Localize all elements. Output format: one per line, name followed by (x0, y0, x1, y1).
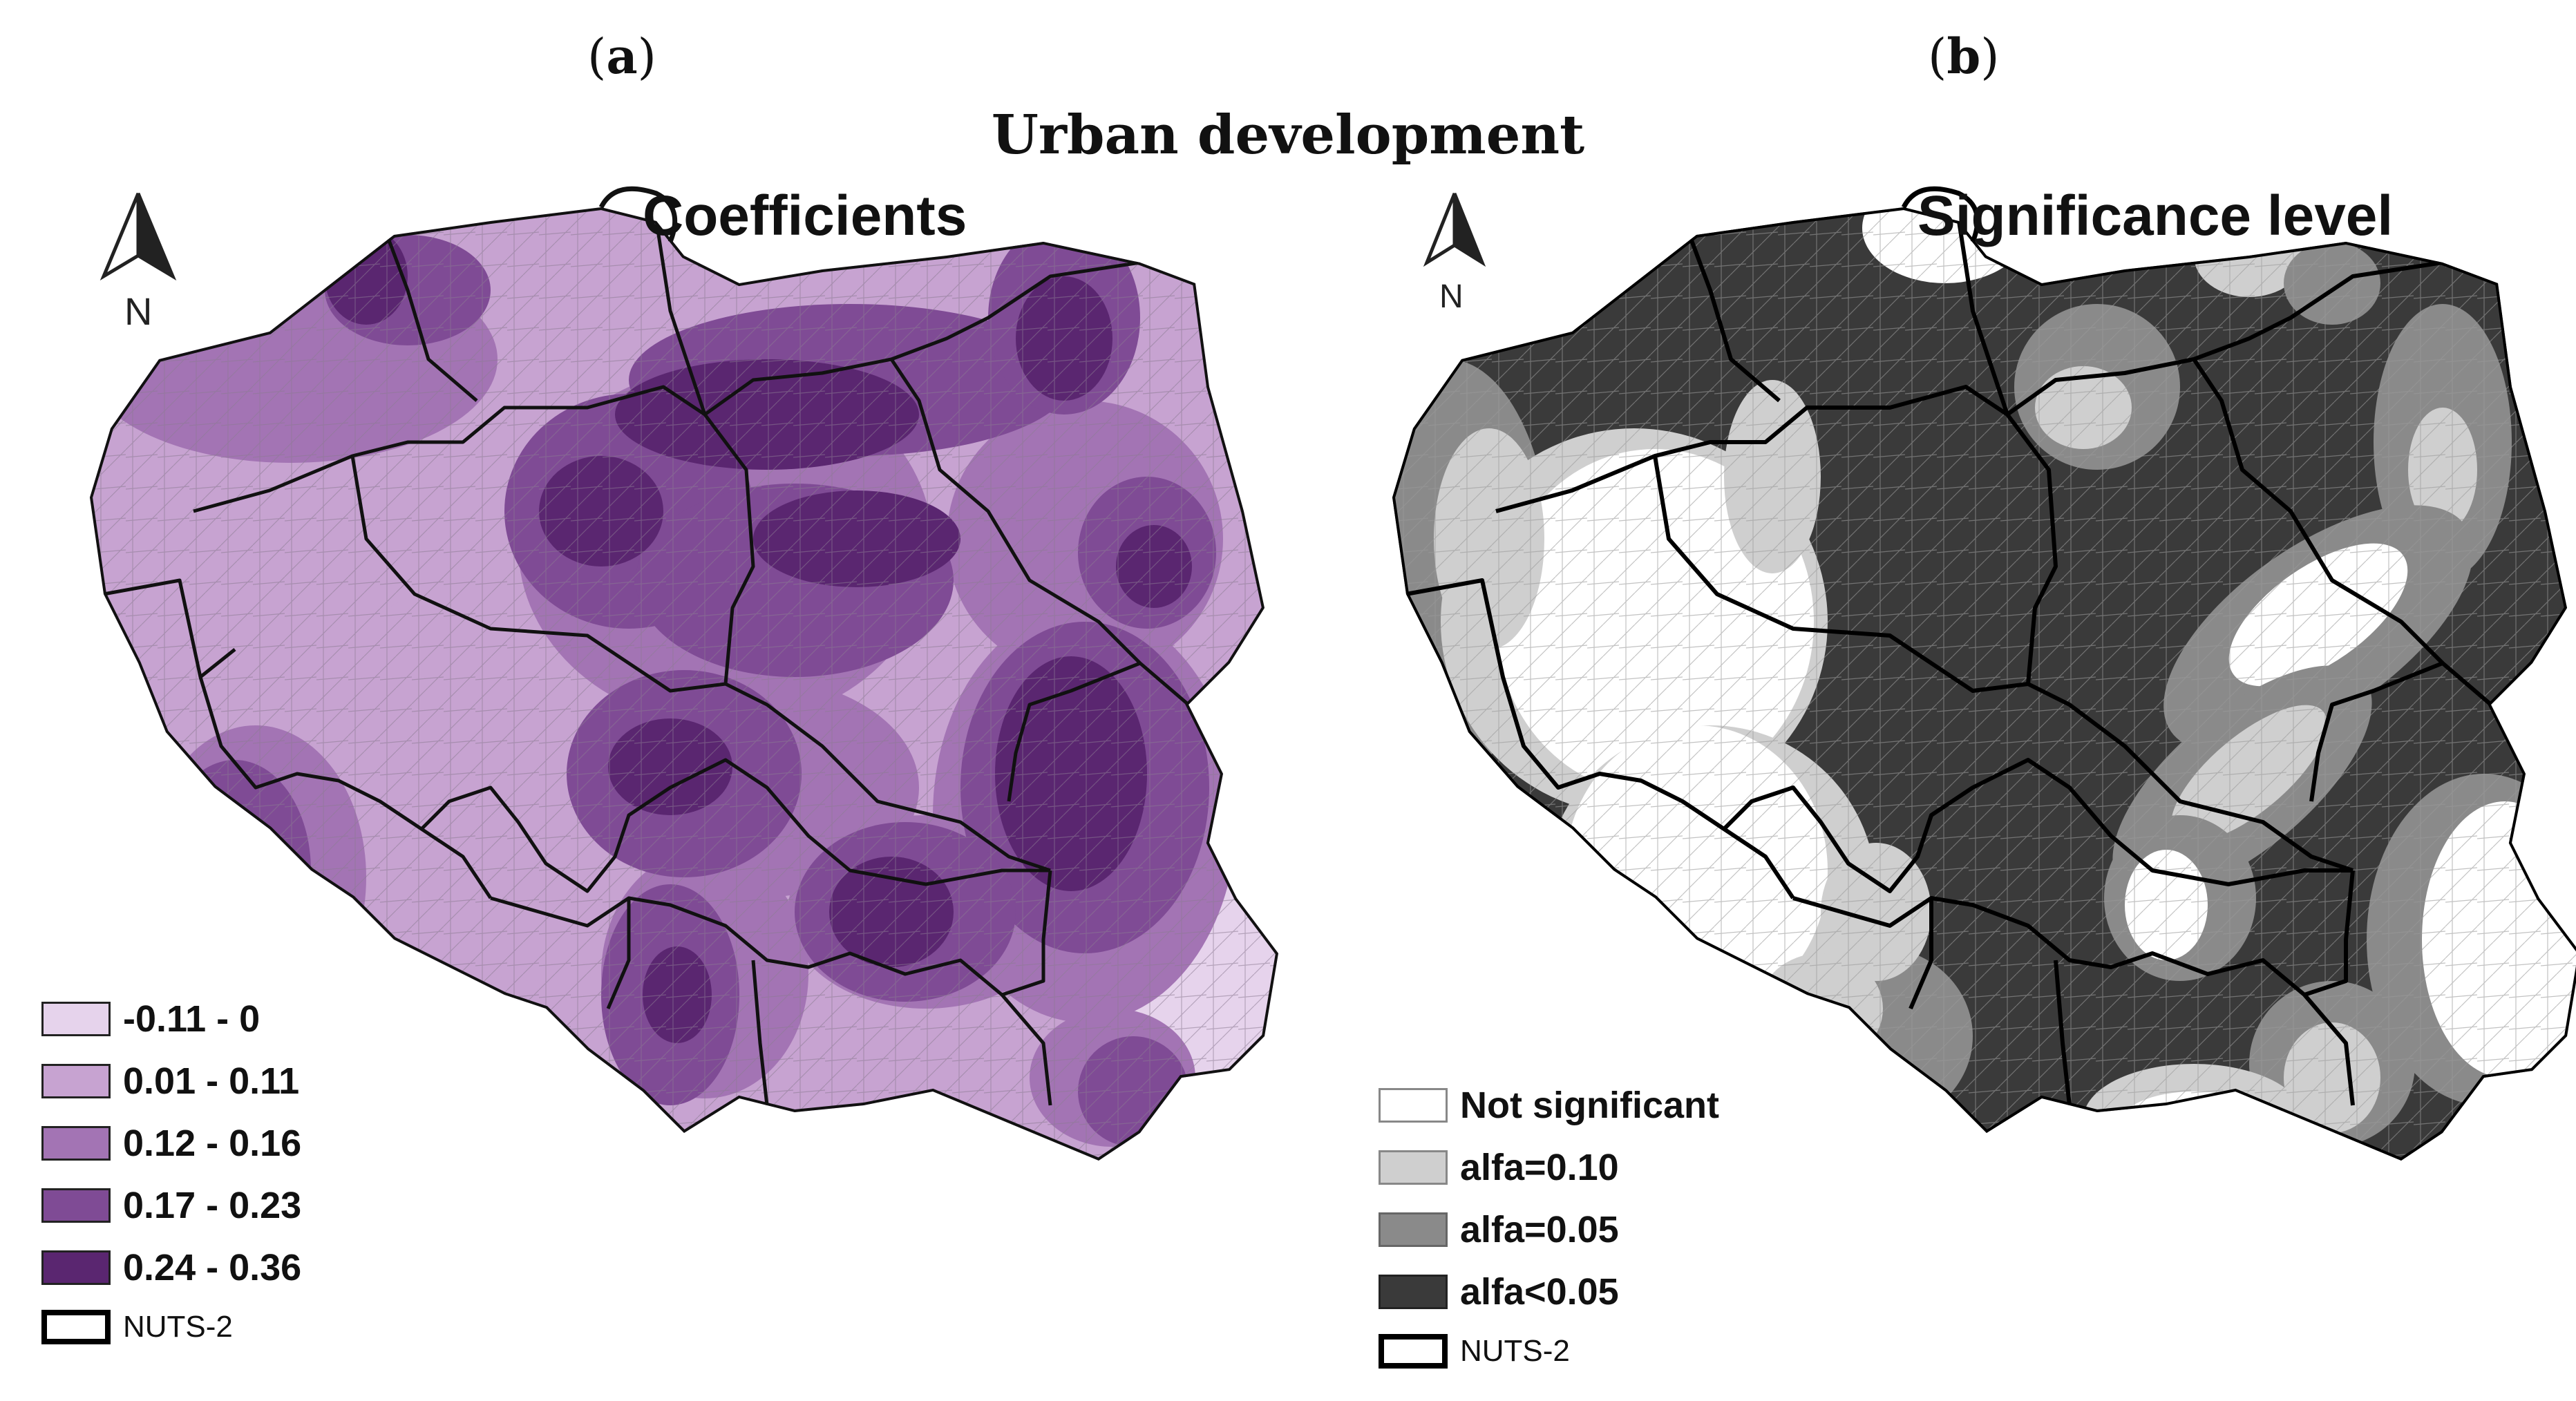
legend-nuts-item: NUTS-2 (1379, 1327, 1719, 1375)
figure-title: Urban development (991, 104, 1585, 166)
legend-item: 0.01 - 0.11 (41, 1050, 301, 1112)
north-arrow-icon: N (100, 193, 177, 333)
legend-item: 0.17 - 0.23 (41, 1174, 301, 1237)
legend-label: alfa<0.05 (1460, 1271, 1619, 1313)
nuts-swatch (1379, 1334, 1448, 1369)
legend-label: alfa=0.05 (1460, 1209, 1619, 1250)
legend-item: 0.12 - 0.16 (41, 1112, 301, 1174)
legend-item: alfa<0.05 (1379, 1261, 1719, 1323)
coefficients-map: N Coefficients (90, 184, 1278, 1161)
legend-swatch (1379, 1212, 1448, 1247)
legend-label: alfa=0.10 (1460, 1147, 1619, 1188)
legend-item: Not significant (1379, 1074, 1719, 1136)
legend-label: 0.01 - 0.11 (123, 1060, 300, 1102)
legend-swatch (41, 1250, 111, 1285)
significance-map: N Significance level (1392, 184, 2576, 1161)
legend-item: 0.24 - 0.36 (41, 1237, 301, 1299)
north-label: N (124, 289, 152, 333)
legend-swatch (41, 1064, 111, 1098)
coefficients-legend: -0.11 - 0 0.01 - 0.11 0.12 - 0.16 0.17 -… (41, 988, 301, 1351)
legend-label: 0.12 - 0.16 (123, 1123, 302, 1164)
north-arrow-icon: N (1423, 193, 1486, 315)
legend-nuts-item: NUTS-2 (41, 1303, 301, 1351)
legend-item: alfa=0.10 (1379, 1136, 1719, 1199)
north-label: N (1439, 278, 1464, 315)
legend-item: -0.11 - 0 (41, 988, 301, 1050)
legend-swatch (41, 1188, 111, 1223)
legend-label: 0.17 - 0.23 (123, 1185, 302, 1226)
legend-swatch (1379, 1088, 1448, 1123)
legend-swatch (41, 1002, 111, 1036)
legend-label: -0.11 - 0 (123, 998, 261, 1040)
nuts-label: NUTS-2 (123, 1310, 233, 1344)
legend-label: 0.24 - 0.36 (123, 1247, 302, 1288)
map-b-title: Significance level (1917, 184, 2393, 247)
legend-swatch (1379, 1150, 1448, 1185)
legend-item: alfa=0.05 (1379, 1199, 1719, 1261)
significance-legend: Not significant alfa=0.10 alfa=0.05 alfa… (1379, 1074, 1719, 1375)
legend-label: Not significant (1460, 1085, 1719, 1126)
legend-swatch (41, 1126, 111, 1161)
nuts-label: NUTS-2 (1460, 1334, 1570, 1368)
panel-b-letter: (b) (1928, 28, 2000, 85)
legend-swatch (1379, 1275, 1448, 1309)
panel-a-letter: (a) (587, 28, 656, 85)
nuts-swatch (41, 1310, 111, 1344)
map-a-title: Coefficients (643, 184, 967, 247)
